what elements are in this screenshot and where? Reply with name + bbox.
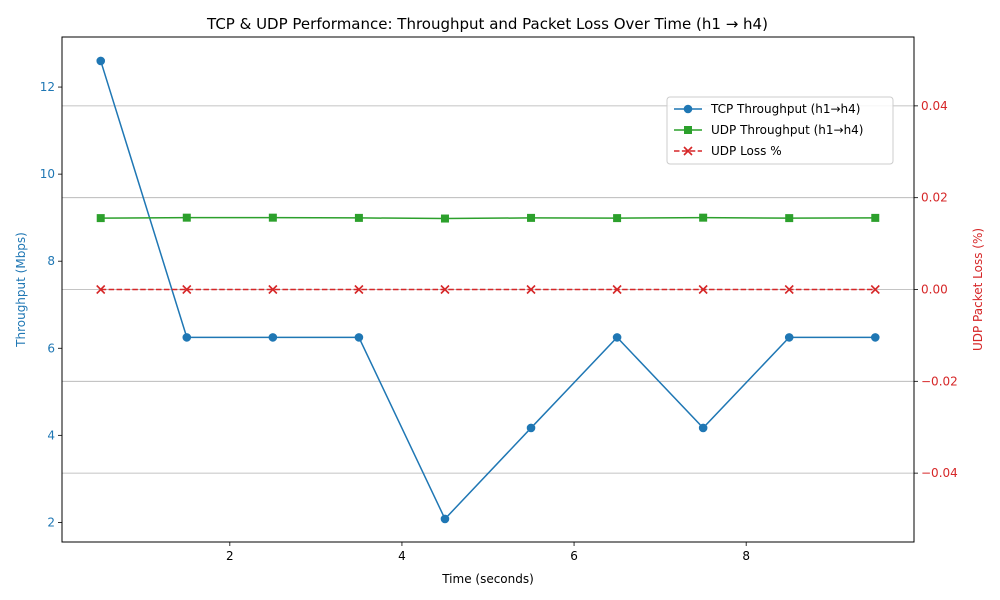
chart-title: TCP & UDP Performance: Throughput and Pa… (206, 15, 768, 33)
y-left-tick-label-3: 8 (47, 254, 55, 268)
data-point-2-5 (526, 284, 536, 295)
legend-label-1: UDP Throughput (h1→h4) (711, 123, 864, 137)
legend-marker-1 (684, 126, 692, 134)
x-tick-label-3: 8 (742, 549, 750, 563)
y-right-tick-label-4: 0.04 (921, 99, 948, 113)
data-point-2-8 (784, 284, 794, 295)
series-line-1 (100, 216, 876, 220)
y-left-tick-label-2: 6 (47, 341, 55, 355)
data-point-1-7 (699, 213, 708, 222)
y-right-tick-label-1: −0.02 (921, 374, 958, 388)
x-axis: 2 4 6 8 (226, 542, 750, 563)
data-point-0-0 (96, 56, 106, 66)
data-point-0-3 (354, 333, 364, 342)
y-right-tick-label-2: 0.00 (921, 283, 948, 297)
data-point-0-2 (268, 333, 278, 342)
data-point-2-9 (870, 284, 880, 295)
data-point-1-5 (527, 213, 536, 222)
legend-box (666, 96, 894, 165)
data-point-2-1 (182, 284, 192, 295)
y-right-tick-label-3: 0.02 (921, 191, 948, 205)
y-axis-left: 2 4 6 8 10 12 (40, 80, 62, 529)
x-axis-label: Time (seconds) (441, 572, 534, 586)
data-point-2-3 (354, 284, 364, 295)
x-tick-label-0: 2 (226, 549, 234, 563)
data-point-1-6 (613, 214, 622, 223)
series-line-0 (100, 60, 876, 521)
data-point-0-6 (612, 333, 622, 342)
x-tick-label-2: 6 (570, 549, 578, 563)
legend-label-2: UDP Loss % (711, 144, 782, 158)
x-tick-label-1: 4 (398, 549, 406, 563)
data-point-0-4 (440, 514, 450, 524)
legend-marker-2 (683, 146, 693, 156)
y-left-tick-label-0: 2 (47, 515, 55, 529)
y-axis-right-label: UDP Packet Loss (%) (971, 228, 985, 351)
y-axis-left-label: Throughput (Mbps) (14, 232, 28, 348)
data-point-1-2 (268, 213, 277, 222)
data-point-1-1 (182, 213, 191, 222)
data-point-1-0 (96, 214, 105, 223)
data-point-0-5 (526, 423, 536, 433)
data-point-0-1 (182, 333, 192, 342)
data-point-1-9 (871, 213, 880, 222)
series-0 (96, 56, 880, 524)
y-left-tick-label-4: 10 (40, 167, 55, 181)
y-left-tick-label-1: 4 (47, 428, 55, 442)
data-point-1-3 (354, 213, 363, 222)
series-1 (96, 213, 880, 223)
legend: TCP Throughput (h1→h4) UDP Throughput (h1… (666, 96, 894, 165)
data-point-2-0 (96, 284, 106, 295)
y-axis-right: −0.04 −0.02 0.00 0.02 0.04 (914, 99, 958, 480)
plot-series (96, 56, 880, 524)
data-point-1-8 (785, 214, 794, 223)
data-point-0-9 (870, 333, 880, 342)
legend-marker-0 (683, 104, 693, 114)
series-2 (96, 284, 880, 295)
legend-label-0: TCP Throughput (h1→h4) (710, 102, 860, 116)
data-point-2-6 (612, 284, 622, 295)
data-point-2-7 (698, 284, 708, 295)
data-point-0-8 (784, 333, 794, 342)
data-point-2-2 (268, 284, 278, 295)
data-point-0-7 (698, 423, 708, 433)
data-point-2-4 (440, 284, 450, 295)
y-right-tick-label-0: −0.04 (921, 466, 958, 480)
data-point-1-4 (440, 214, 449, 223)
y-left-tick-label-5: 12 (40, 80, 55, 94)
